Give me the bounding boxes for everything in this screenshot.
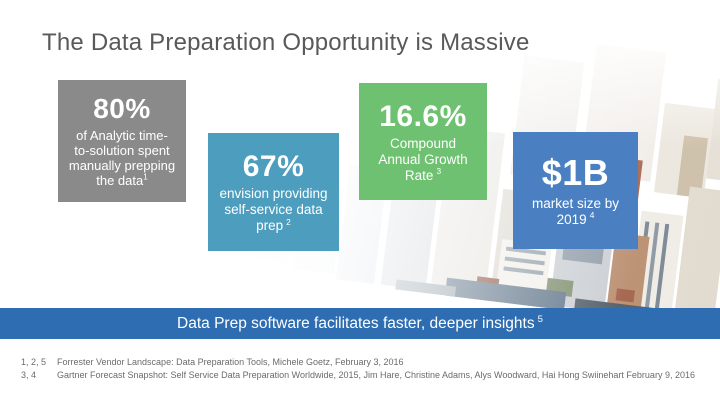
stat-value: 16.6% (379, 99, 467, 133)
stat-description: envision providing self-service data pre… (219, 186, 327, 234)
stat-description: of Analytic time- to-solution spent manu… (69, 128, 175, 188)
stat-description-text: of Analytic time- to-solution spent manu… (68, 127, 176, 188)
stat-value: 80% (93, 93, 151, 125)
footnote-text: Gartner Forecast Snapshot: Self Service … (57, 370, 695, 380)
footnote-refs: 1, 2, 5 (21, 357, 47, 367)
footnote-ref-superscript: 2 (286, 216, 291, 227)
stat-value: $1B (541, 152, 610, 194)
stat-description-text: envision providing self-service data pre… (219, 186, 328, 233)
stat-box-cagr: 16.6% Compound Annual Growth Rate 3 (359, 83, 487, 200)
footnote-row: 1, 2, 5 Forrester Vendor Landscape: Data… (21, 356, 695, 369)
footnote-ref-superscript: 5 (537, 313, 543, 325)
footnote-row: 3, 4 Gartner Forecast Snapshot: Self Ser… (21, 369, 695, 382)
insight-banner: Data Prep software facilitates faster, d… (0, 308, 720, 339)
stat-box-self-service: 67% envision providing self-service data… (208, 133, 339, 251)
stat-value: 67% (242, 150, 305, 183)
footnote-text: Forrester Vendor Landscape: Data Prepara… (57, 357, 404, 367)
stat-description-text: Compound Annual Growth Rate (378, 135, 468, 183)
stat-box-market-size: $1B market size by 2019 4 (513, 132, 638, 249)
stat-box-analytic-time: 80% of Analytic time- to-solution spent … (58, 80, 186, 202)
footnote-ref-superscript: 3 (436, 166, 442, 176)
slide-title: The Data Preparation Opportunity is Mass… (42, 29, 530, 56)
stat-description: market size by 2019 4 (532, 196, 619, 228)
stat-description-text: market size by 2019 (531, 195, 620, 227)
footnotes: 1, 2, 5 Forrester Vendor Landscape: Data… (21, 356, 695, 382)
footnote-ref-superscript: 4 (589, 210, 595, 221)
footnote-refs: 3, 4 (21, 370, 37, 380)
banner-text: Data Prep software facilitates faster, d… (177, 315, 535, 332)
footnote-ref-superscript: 1 (143, 172, 148, 182)
stat-description: Compound Annual Growth Rate 3 (378, 136, 467, 184)
